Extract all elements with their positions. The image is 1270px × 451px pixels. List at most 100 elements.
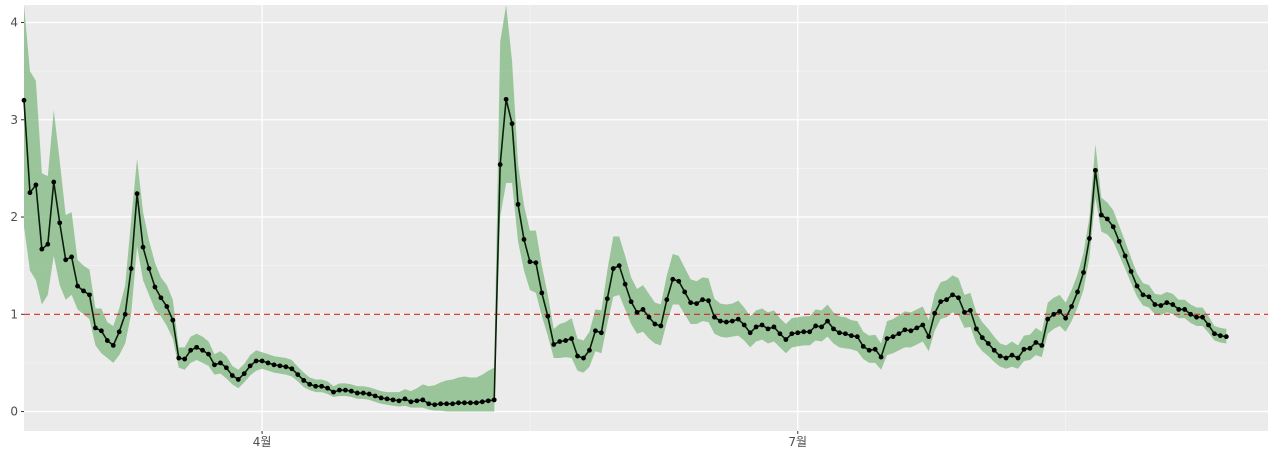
data-point (628, 299, 634, 305)
data-point (700, 297, 705, 303)
data-point (622, 281, 628, 287)
data-point (1200, 314, 1205, 320)
data-point (116, 329, 122, 335)
data-point (39, 246, 45, 252)
data-point (247, 363, 253, 369)
axes: 0 1 2 3 4 4월 7월 (10, 16, 807, 449)
data-point (360, 390, 366, 396)
data-point (1134, 283, 1140, 289)
data-point (289, 366, 295, 372)
data-point (1009, 352, 1015, 358)
data-point (729, 318, 735, 324)
data-point (146, 266, 152, 271)
data-point (569, 336, 574, 341)
data-point (551, 342, 557, 347)
data-point (908, 328, 914, 334)
data-point (1176, 307, 1182, 312)
data-point (426, 401, 432, 407)
data-point (235, 377, 241, 382)
data-point (301, 378, 307, 383)
data-point (682, 289, 688, 295)
data-point (741, 322, 747, 328)
data-point (1217, 333, 1223, 339)
data-point (587, 347, 592, 353)
data-point (57, 220, 63, 226)
data-point (212, 362, 217, 368)
data-point (468, 400, 473, 406)
x-tick-label: 7월 (788, 435, 807, 449)
data-point (313, 383, 319, 389)
data-point (866, 347, 872, 353)
data-point (319, 383, 325, 389)
data-point (765, 326, 771, 332)
data-point (753, 324, 759, 330)
data-point (747, 330, 753, 336)
data-point (872, 346, 878, 352)
data-point (837, 330, 842, 336)
data-point (444, 401, 449, 407)
data-point (658, 323, 664, 329)
data-point (33, 182, 39, 188)
data-point (1146, 294, 1152, 300)
data-point (1057, 308, 1063, 314)
data-point (503, 96, 509, 102)
data-point (93, 325, 98, 331)
data-point (158, 295, 164, 301)
data-point (1188, 311, 1194, 317)
data-point (110, 343, 116, 348)
data-point (241, 371, 247, 377)
data-point (206, 351, 211, 357)
data-point (807, 329, 813, 335)
data-point (462, 400, 467, 406)
data-point (723, 319, 729, 325)
data-point (81, 288, 86, 294)
data-point (277, 363, 283, 369)
data-point (1164, 300, 1170, 306)
data-point (581, 355, 586, 361)
y-tick-label: 1 (10, 307, 18, 321)
data-point (408, 399, 414, 405)
data-point (634, 309, 640, 315)
data-point (372, 393, 378, 399)
data-point (956, 295, 961, 301)
data-point (896, 331, 902, 337)
data-point (253, 358, 259, 364)
data-point (259, 358, 265, 364)
data-point (1081, 270, 1086, 275)
data-point (1033, 340, 1039, 345)
data-point (1182, 307, 1188, 312)
data-point (337, 387, 342, 393)
data-point (735, 316, 741, 322)
data-point (646, 314, 652, 320)
data-point (438, 401, 444, 407)
data-point (1045, 316, 1051, 322)
data-point (1051, 311, 1057, 317)
data-point (348, 388, 354, 394)
data-point (777, 331, 783, 337)
data-point (194, 344, 200, 350)
data-point (182, 356, 188, 362)
data-point (450, 401, 455, 407)
data-point (45, 241, 51, 247)
data-point (616, 263, 622, 269)
data-point (1104, 216, 1110, 222)
data-point (527, 259, 533, 265)
data-point (712, 314, 717, 320)
data-point (456, 400, 461, 406)
data-point (962, 309, 967, 315)
grid-lines (24, 5, 1268, 431)
data-point (890, 334, 896, 340)
data-point (920, 322, 926, 328)
data-point (878, 354, 884, 360)
data-point (819, 324, 824, 330)
data-point (706, 298, 711, 304)
data-point (575, 353, 580, 359)
data-point (1116, 238, 1122, 244)
data-point (997, 353, 1003, 359)
data-point (664, 297, 670, 303)
data-point (509, 121, 515, 127)
data-point (164, 304, 170, 309)
y-tick-label: 2 (10, 210, 18, 224)
data-point (152, 284, 158, 290)
